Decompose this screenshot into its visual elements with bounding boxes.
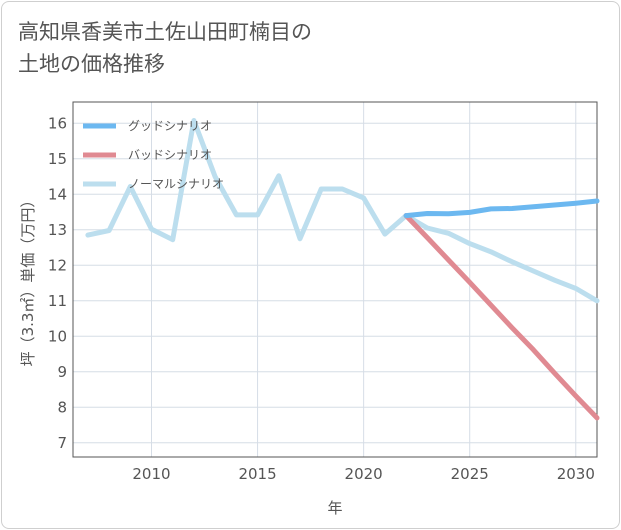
y-tick-label: 9 xyxy=(57,363,67,381)
y-tick-label: 12 xyxy=(48,256,67,274)
y-tick-label: 14 xyxy=(48,185,67,203)
x-tick-label: 2030 xyxy=(557,465,595,483)
plot-area-frame xyxy=(72,101,598,458)
chart-title-line2: 土地の価格推移 xyxy=(18,52,165,76)
chart-title: 高知県香美市土佐山田町楠目の 土地の価格推移 xyxy=(18,16,312,80)
x-axis-label: 年 xyxy=(327,499,342,517)
y-axis-ticks: 7 8 9 10 11 12 13 14 15 16 xyxy=(48,114,67,452)
y-axis-label: 坪（3.3㎡）単価（万円） xyxy=(19,193,37,367)
legend-label: バッドシナリオ xyxy=(128,148,212,162)
chart-title-line1: 高知県香美市土佐山田町楠目の xyxy=(18,20,312,44)
y-tick-label: 11 xyxy=(48,292,67,310)
series-line-1 xyxy=(403,198,600,219)
y-tick-label: 15 xyxy=(48,150,67,168)
legend-label: グッドシナリオ xyxy=(128,119,212,133)
x-axis-ticks: 2010 2015 2020 2025 2030 xyxy=(132,465,594,483)
x-tick-label: 2020 xyxy=(345,465,383,483)
y-tick-label: 8 xyxy=(57,398,67,416)
y-tick-label: 10 xyxy=(48,327,67,345)
series-line-3 xyxy=(85,118,600,304)
legend-label: ノーマルシナリオ xyxy=(128,177,224,191)
x-tick-label: 2025 xyxy=(451,465,489,483)
series-line-2 xyxy=(403,213,600,421)
x-tick-label: 2015 xyxy=(238,465,276,483)
x-tick-label: 2010 xyxy=(132,465,170,483)
y-tick-label: 13 xyxy=(48,221,67,239)
chart-series xyxy=(85,118,600,421)
y-tick-label: 7 xyxy=(57,434,67,452)
y-tick-label: 16 xyxy=(48,114,67,132)
